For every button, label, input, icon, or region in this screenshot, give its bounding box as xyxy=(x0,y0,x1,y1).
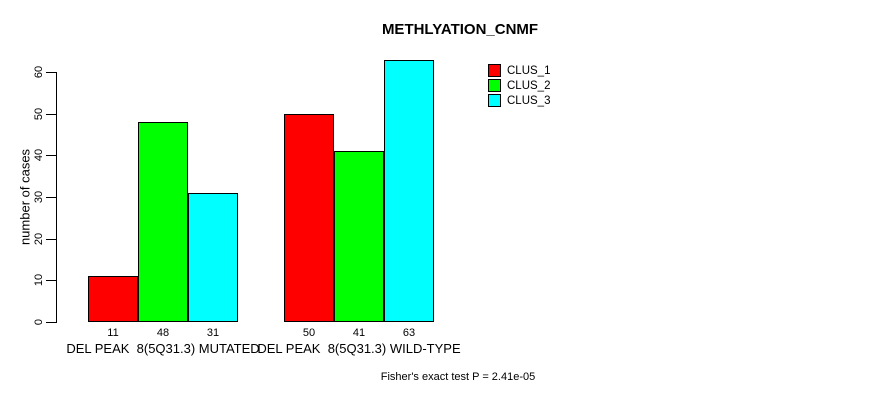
legend-swatch-clus_3 xyxy=(488,94,501,107)
bar-value-clus_1-group-1: 11 xyxy=(107,327,119,339)
legend-row-clus_1: CLUS_1 xyxy=(488,63,550,78)
legend: CLUS_1 CLUS_2 CLUS_3 xyxy=(488,63,550,108)
y-tick-label-10: 10 xyxy=(33,274,45,287)
bar-value-clus_3-group-1: 31 xyxy=(206,327,220,339)
y-tick-label-40: 40 xyxy=(33,149,45,162)
bar-value-clus_3-group-2: 63 xyxy=(402,327,416,339)
y-axis-label: number of cases xyxy=(17,148,33,246)
bar-clus_3-group-2 xyxy=(384,59,434,322)
bar-clus_2-group-2 xyxy=(334,151,384,322)
y-tick-label-30: 30 xyxy=(33,190,45,204)
bar-clus_1-group-1 xyxy=(88,276,138,322)
chart-title: METHLYATION_CNMF xyxy=(381,21,539,38)
x-category-label-2: DEL PEAK 8(5Q31.3) WILD-TYPE xyxy=(257,341,461,356)
y-tick-label-50: 50 xyxy=(33,107,45,120)
bar-value-clus_1-group-2: 50 xyxy=(302,327,316,339)
legend-row-clus_2: CLUS_2 xyxy=(488,78,550,93)
legend-swatch-clus_2 xyxy=(488,79,501,92)
legend-row-clus_3: CLUS_3 xyxy=(488,93,550,108)
y-tick-mark-0 xyxy=(46,322,57,323)
legend-label-clus_2: CLUS_2 xyxy=(507,79,551,92)
fisher-test-annotation: Fisher's exact test P = 2.41e-05 xyxy=(380,371,536,383)
y-tick-label-20: 20 xyxy=(33,232,45,245)
y-tick-mark-30 xyxy=(46,197,57,198)
legend-label-clus_1: CLUS_1 xyxy=(507,64,551,77)
y-tick-mark-40 xyxy=(46,155,57,157)
bar-value-clus_2-group-1: 48 xyxy=(156,327,170,339)
bar-clus_1-group-2 xyxy=(284,113,334,322)
y-tick-mark-50 xyxy=(46,113,57,115)
bar-value-clus_2-group-2: 41 xyxy=(352,327,366,339)
x-category-label-1: DEL PEAK 8(5Q31.3) MUTATED xyxy=(66,341,260,356)
y-tick-mark-20 xyxy=(46,238,57,240)
y-tick-mark-60 xyxy=(46,72,57,73)
bar-clus_3-group-1 xyxy=(188,192,238,322)
y-tick-label-60: 60 xyxy=(33,65,45,79)
legend-label-clus_3: CLUS_3 xyxy=(507,94,551,107)
y-tick-mark-10 xyxy=(46,280,57,282)
bar-clus_2-group-1 xyxy=(138,122,188,322)
y-tick-label-0: 0 xyxy=(33,318,45,326)
legend-swatch-clus_1 xyxy=(488,64,501,77)
